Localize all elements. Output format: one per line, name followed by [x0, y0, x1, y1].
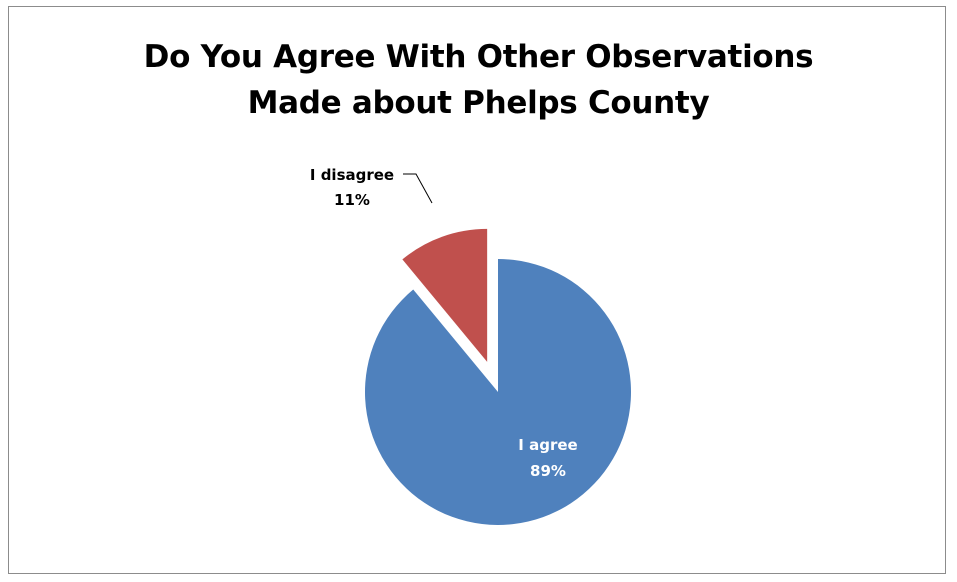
pie-slice-i-disagree [402, 228, 488, 362]
chart-title-line-1: Do You Agree With Other Observations [143, 39, 814, 75]
slice-label-i-disagree: I disagree [310, 166, 394, 184]
pie-labels: I agree 89% I disagree 11% [310, 166, 578, 480]
leader-line-i-disagree [403, 173, 433, 204]
slice-value-i-agree: 89% [530, 462, 566, 480]
chart-title-line-2: Made about Phelps County [247, 85, 710, 121]
slice-value-i-disagree: 11% [334, 191, 370, 209]
pie-slices [364, 228, 631, 526]
pie-slice-i-agree [364, 259, 631, 526]
chart-title: Do You Agree With Other Observations Mad… [0, 34, 957, 126]
slice-label-i-agree: I agree [518, 436, 577, 454]
